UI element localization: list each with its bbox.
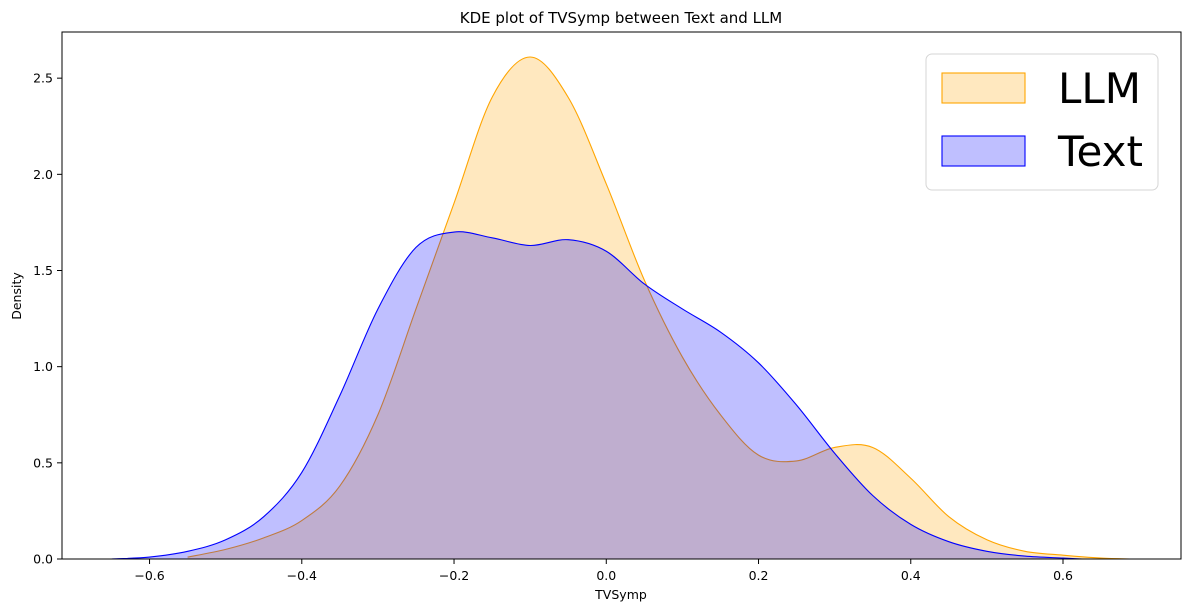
chart-title: KDE plot of TVSymp between Text and LLM: [460, 9, 782, 27]
x-tick-label: −0.4: [287, 568, 317, 583]
x-tick-label: 0.4: [901, 568, 921, 583]
series-line-llm: [187, 56, 1132, 560]
x-tick-label: 0.6: [1053, 568, 1073, 583]
y-tick-label: 0.0: [33, 552, 53, 567]
x-tick-label: −0.6: [134, 568, 164, 583]
y-tick-label: 2.0: [33, 167, 53, 182]
series-line-text: [111, 231, 1083, 560]
legend-swatch-llm: [941, 72, 1026, 104]
x-tick-label: 0.0: [596, 568, 616, 583]
legend-swatch-text: [941, 135, 1026, 167]
y-axis-label: Density: [9, 272, 24, 320]
legend-label-llm: LLM: [1058, 64, 1141, 113]
y-tick-label: 0.5: [33, 455, 53, 470]
legend: LLM Text: [925, 53, 1159, 191]
legend-label-text: Text: [1057, 127, 1143, 176]
x-tick-label: 0.2: [749, 568, 769, 583]
y-axis: 0.0 0.5 1.0 1.5 2.0 2.5: [33, 71, 62, 567]
y-tick-label: 2.5: [33, 71, 53, 86]
series-area-llm: [187, 57, 1132, 559]
series-area-text: [111, 231, 1083, 559]
y-tick-label: 1.0: [33, 359, 53, 374]
legend-frame: [925, 53, 1159, 191]
x-tick-label: −0.2: [439, 568, 469, 583]
x-axis-label: TVSymp: [594, 587, 647, 602]
x-axis: −0.6 −0.4 −0.2 0.0 0.2 0.4 0.6: [134, 559, 1073, 583]
y-tick-label: 1.5: [33, 263, 53, 278]
plot-frame: [61, 31, 1182, 560]
